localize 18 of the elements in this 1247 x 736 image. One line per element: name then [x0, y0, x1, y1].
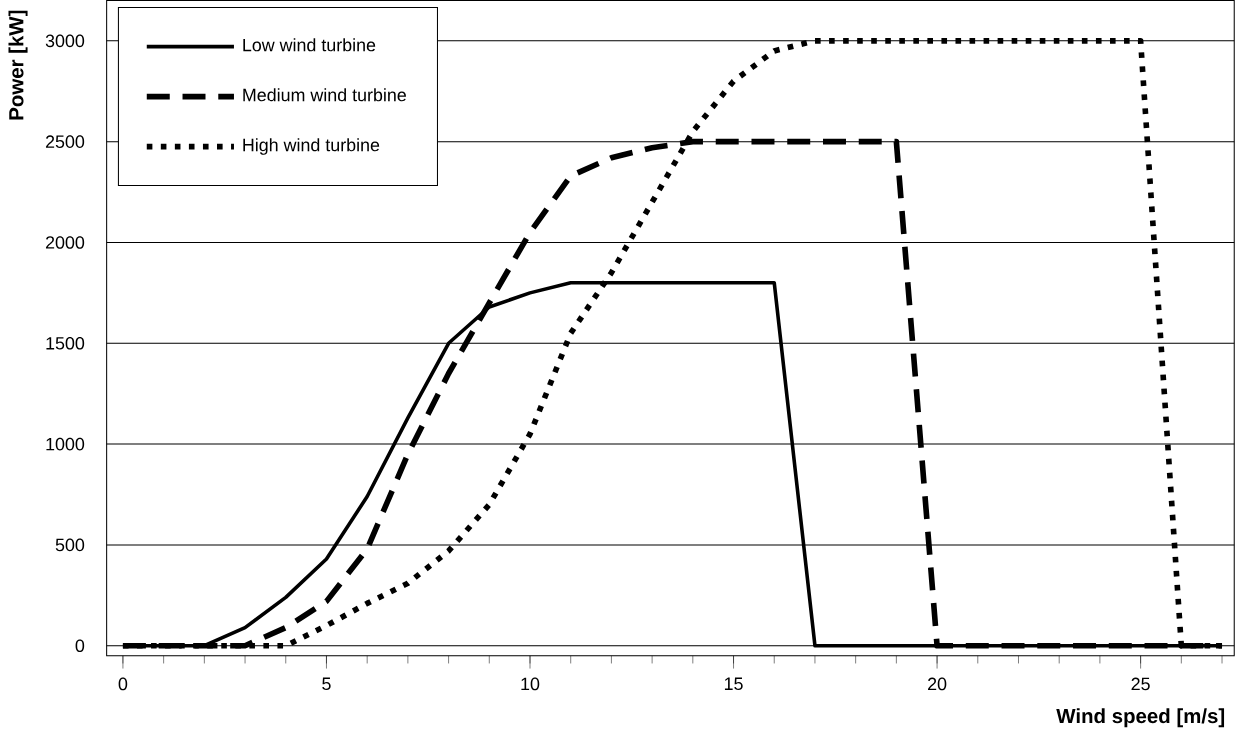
- y-tick-label: 2000: [45, 236, 85, 249]
- x-tick-label: 10: [521, 677, 540, 691]
- y-tick-label: 3000: [45, 34, 85, 48]
- x-tick-label: 25: [1131, 677, 1150, 691]
- x-tick-label: 0: [118, 677, 128, 691]
- y-tick-label: 500: [55, 538, 85, 552]
- y-tick-label: 1000: [46, 437, 85, 451]
- legend-label: Low wind turbine: [243, 38, 376, 52]
- y-tick-label: 0: [75, 639, 85, 653]
- legend-label: High wind turbine: [243, 138, 380, 155]
- y-tick-label: 1500: [46, 337, 85, 350]
- legend-label: Medium wind turbine: [243, 88, 406, 102]
- y-axis-title: Power [kW]: [8, 10, 28, 120]
- x-tick-label: 5: [322, 677, 331, 691]
- x-tick-label: 20: [928, 677, 947, 691]
- x-tick-label: 15: [724, 677, 743, 691]
- y-tick-label: 2500: [45, 135, 85, 149]
- x-axis-title: Wind speed [m/s]: [1056, 708, 1225, 728]
